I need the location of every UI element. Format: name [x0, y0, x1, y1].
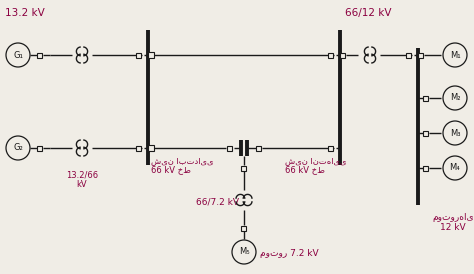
- Bar: [241, 165, 246, 170]
- Bar: [137, 53, 142, 58]
- Bar: [328, 53, 334, 58]
- Circle shape: [232, 240, 256, 264]
- Bar: [37, 145, 43, 150]
- Bar: [137, 145, 142, 150]
- Bar: [419, 53, 423, 58]
- Bar: [340, 53, 346, 58]
- Text: 12 kV: 12 kV: [440, 223, 466, 232]
- Circle shape: [443, 43, 467, 67]
- Text: M₂: M₂: [450, 93, 460, 102]
- Bar: [328, 145, 334, 150]
- Text: 13.2/66
kV: 13.2/66 kV: [66, 170, 98, 189]
- Text: موتور 7.2 kV: موتور 7.2 kV: [260, 250, 319, 258]
- Circle shape: [443, 121, 467, 145]
- Text: 66 kV خط: 66 kV خط: [285, 165, 325, 174]
- Circle shape: [443, 86, 467, 110]
- Bar: [256, 145, 262, 150]
- Circle shape: [6, 136, 30, 160]
- Circle shape: [6, 43, 30, 67]
- Bar: [423, 96, 428, 101]
- Text: 66/12 kV: 66/12 kV: [345, 8, 392, 18]
- Text: G₂: G₂: [13, 144, 23, 153]
- Text: 66/7.2 kV: 66/7.2 kV: [196, 198, 239, 207]
- Text: M₁: M₁: [450, 50, 460, 59]
- Text: G₁: G₁: [13, 50, 23, 59]
- Bar: [241, 226, 246, 230]
- Bar: [148, 52, 154, 58]
- Circle shape: [443, 156, 467, 180]
- Bar: [228, 145, 233, 150]
- Text: M₃: M₃: [450, 129, 460, 138]
- Bar: [37, 53, 43, 58]
- Bar: [148, 145, 154, 151]
- Text: M₅: M₅: [239, 247, 249, 256]
- Text: موتورهای: موتورهای: [432, 213, 474, 222]
- Text: M₄: M₄: [450, 164, 460, 173]
- Text: 13.2 kV: 13.2 kV: [5, 8, 45, 18]
- Bar: [423, 165, 428, 170]
- Text: 66 kV خط: 66 kV خط: [151, 165, 191, 174]
- Text: شین انتهایی: شین انتهایی: [285, 156, 346, 165]
- Bar: [407, 53, 411, 58]
- Text: شین ابتدایی: شین ابتدایی: [151, 156, 213, 165]
- Bar: [423, 130, 428, 136]
